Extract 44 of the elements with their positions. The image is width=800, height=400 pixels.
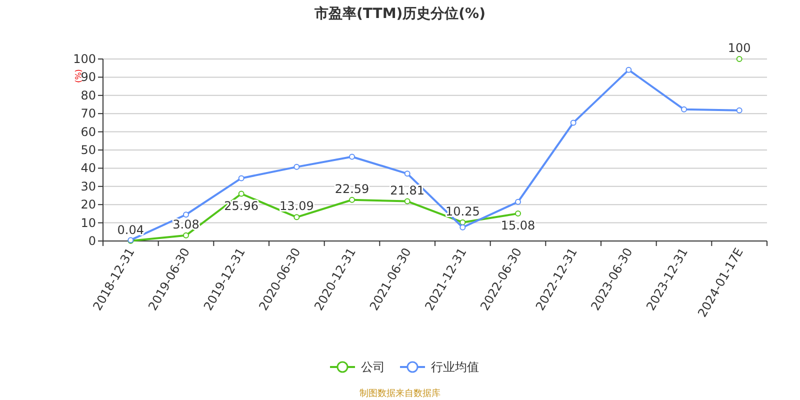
y-tick-label: 10 xyxy=(80,216,96,230)
data-label: 13.09 xyxy=(279,199,314,214)
point xyxy=(349,154,355,160)
legend-label: 公司 xyxy=(361,360,385,374)
point xyxy=(238,175,244,182)
data-label: 0.04 xyxy=(117,222,144,237)
point xyxy=(404,198,410,204)
point xyxy=(238,190,244,197)
point xyxy=(736,56,742,62)
point xyxy=(404,170,410,177)
y-tick-label: 90 xyxy=(80,70,96,84)
chart-title: 市盈率(TTM)历史分位(%) xyxy=(314,5,486,22)
point xyxy=(460,219,466,226)
point xyxy=(515,210,521,217)
y-tick-label: 50 xyxy=(80,143,96,157)
y-tick-label: 20 xyxy=(80,198,96,212)
point xyxy=(294,214,300,220)
y-axis-title: (%) xyxy=(74,69,83,83)
point xyxy=(515,198,521,205)
point xyxy=(736,107,742,114)
y-tick-label: 70 xyxy=(80,106,96,121)
point xyxy=(681,106,687,112)
point xyxy=(570,120,576,126)
data-label: 22.59 xyxy=(334,182,370,196)
point xyxy=(183,232,189,238)
point xyxy=(183,212,189,218)
y-tick-label: 30 xyxy=(80,179,96,194)
data-label: 15.08 xyxy=(500,218,536,233)
data-label: 100 xyxy=(728,41,751,55)
text: 制图数据来自数据库 xyxy=(360,388,440,399)
data-label: 21.81 xyxy=(390,183,425,198)
point xyxy=(460,224,466,230)
legend-label: 行业均值 xyxy=(431,360,479,374)
data-label: 3.08 xyxy=(172,217,200,232)
y-tick-label: 60 xyxy=(80,124,96,139)
data-label: 10.25 xyxy=(445,204,480,218)
point xyxy=(626,66,632,73)
y-tick-label: 40 xyxy=(80,161,96,176)
y-tick-label: 100 xyxy=(73,52,96,66)
y-tick-label: 80 xyxy=(80,88,96,102)
data-label: 25.96 xyxy=(224,198,259,213)
point xyxy=(349,196,355,203)
point xyxy=(294,164,300,170)
y-tick-label: 0 xyxy=(88,234,96,248)
